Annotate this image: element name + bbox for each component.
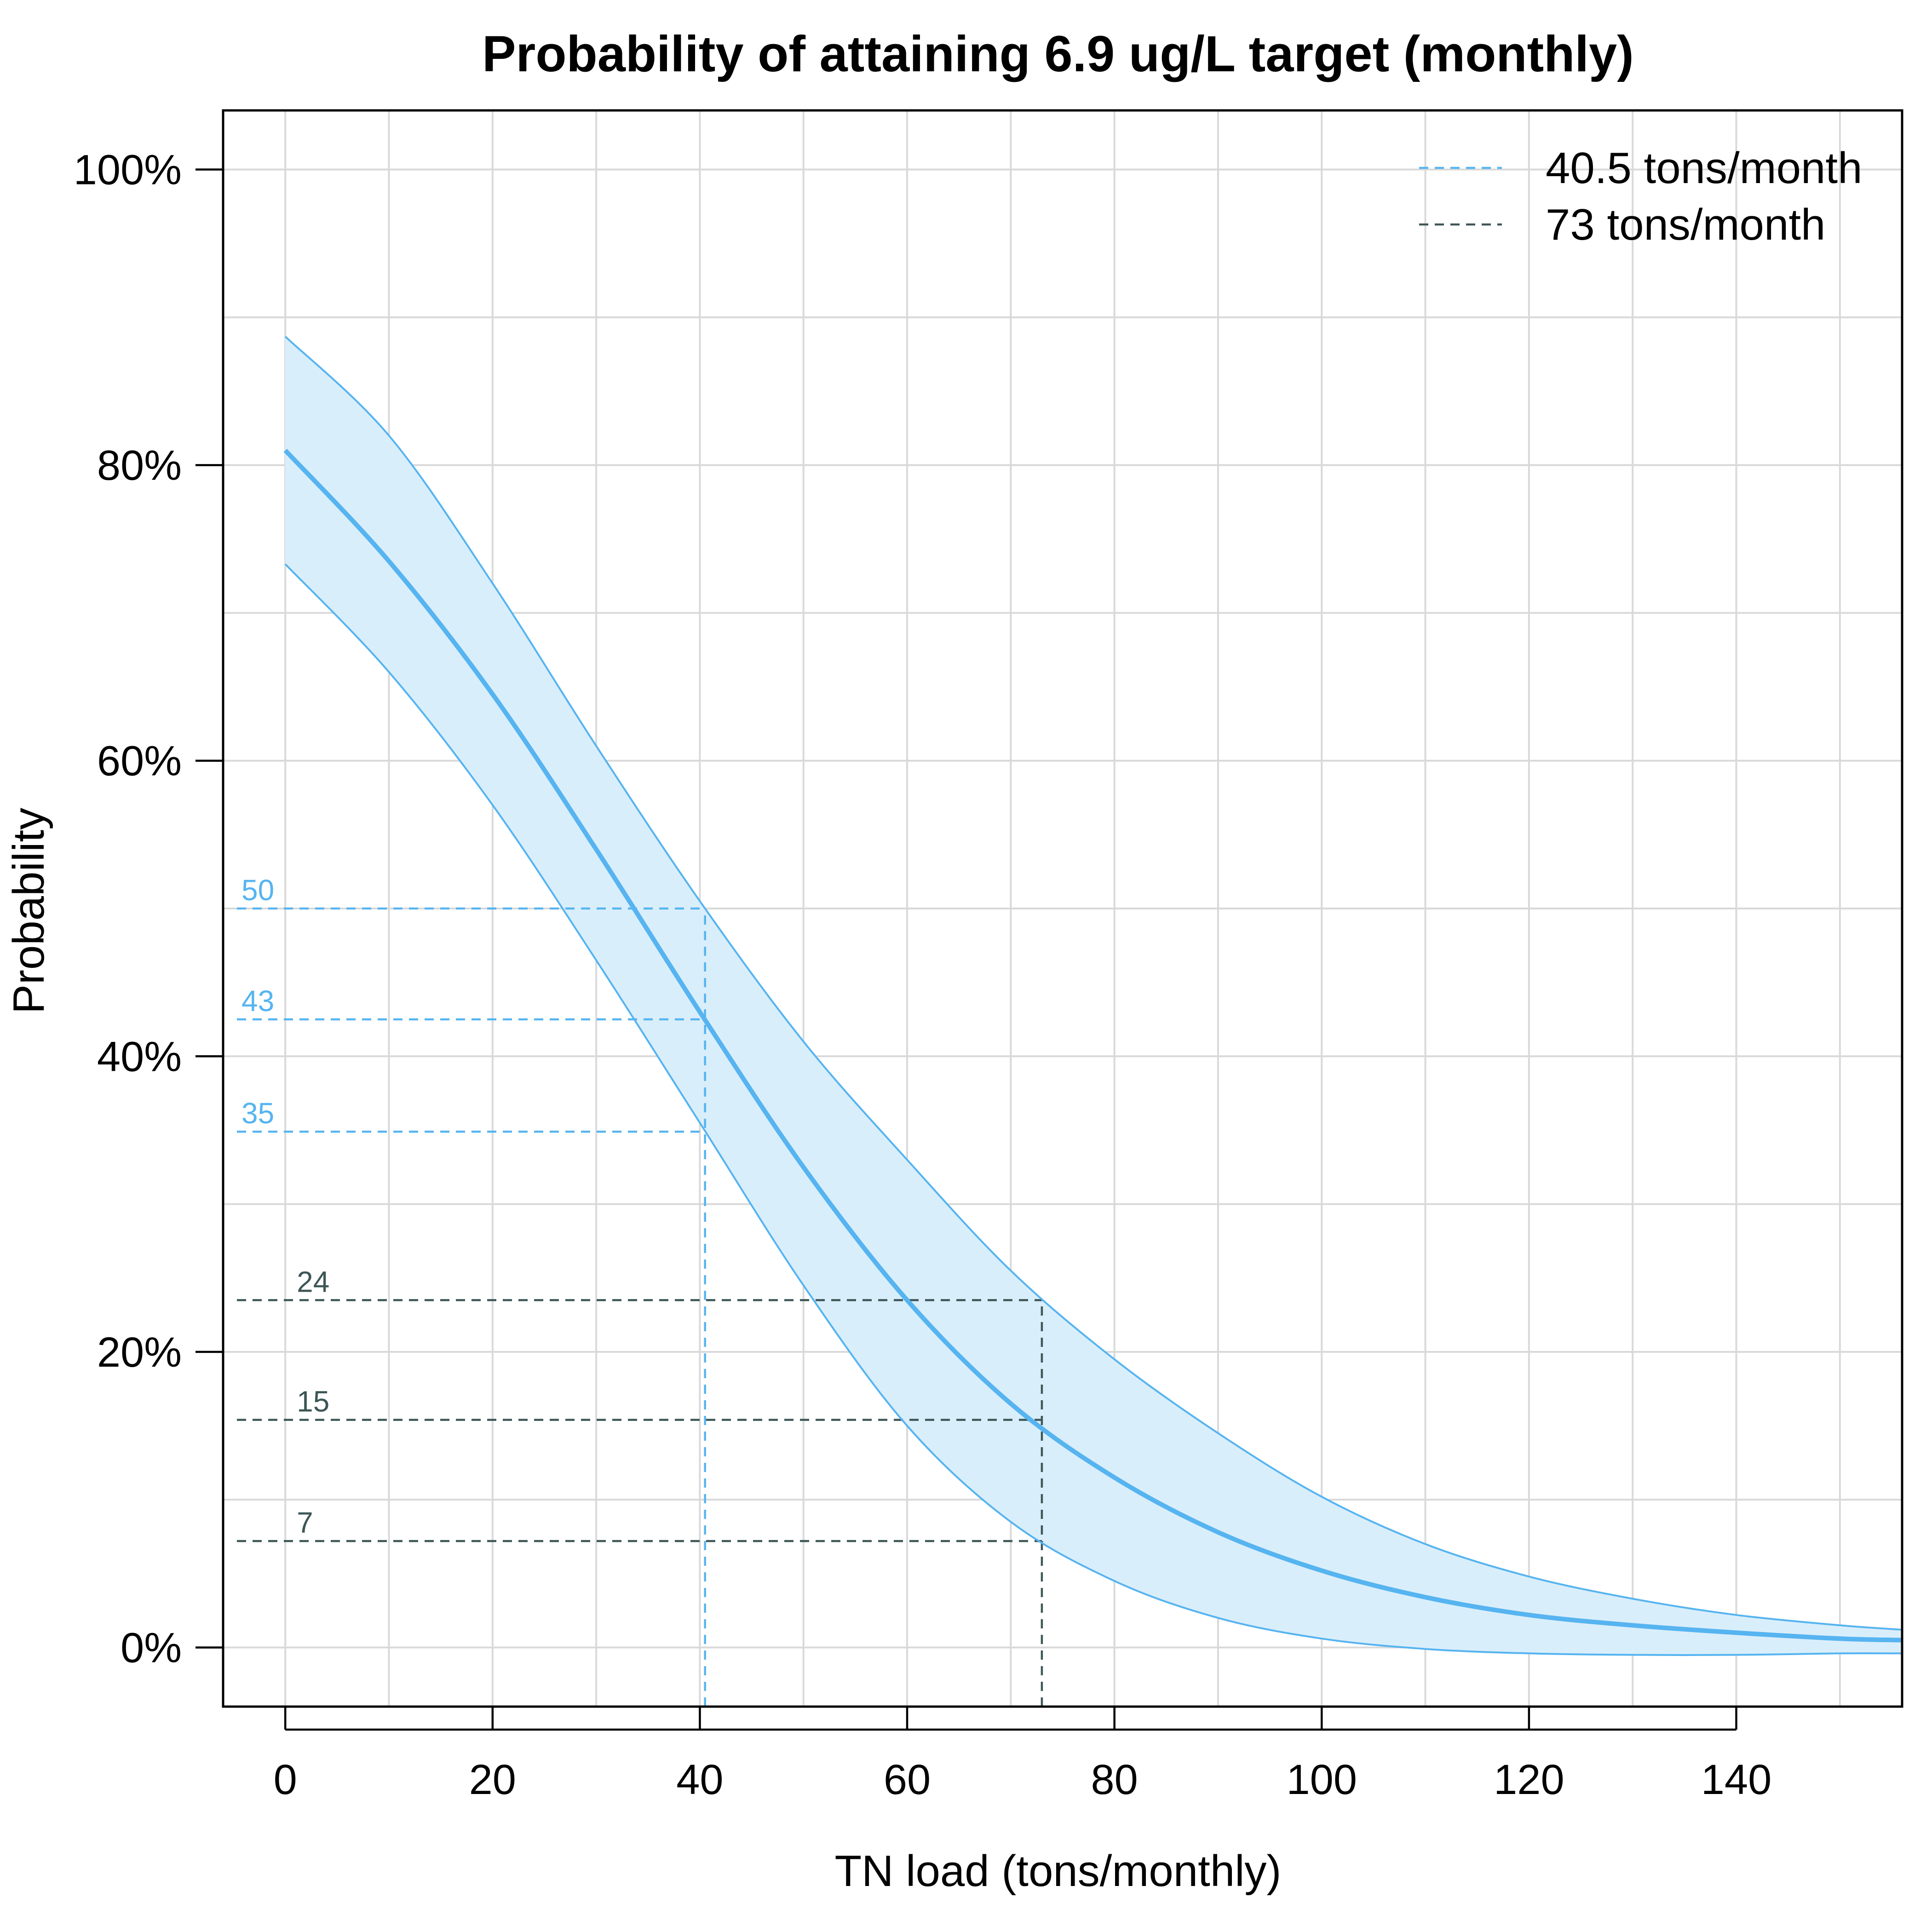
confidence-band [285, 336, 1903, 1655]
y-tick-label: 0% [121, 1624, 182, 1671]
reference-value-label: 15 [297, 1385, 329, 1418]
y-tick-label: 80% [97, 442, 182, 489]
y-axis-label: Probability [4, 808, 53, 1014]
chart-title: Probability of attaining 6.9 ug/L target… [482, 26, 1634, 82]
plot-frame [222, 109, 1903, 1708]
y-tick-label: 20% [97, 1329, 182, 1376]
x-tick-label: 120 [1494, 1756, 1564, 1803]
lower-bound-line [284, 564, 1903, 1656]
reference-value-label: 43 [242, 984, 274, 1018]
reference-value-label: 35 [242, 1097, 274, 1130]
reference-lines-layer: 50 43 35 24 15 7 [237, 874, 1043, 1707]
reference-value-label: 50 [242, 874, 274, 907]
x-tick-label: 60 [884, 1756, 931, 1803]
y-tick-label: 100% [74, 147, 182, 194]
legend-label: 40.5 tons/month [1546, 144, 1862, 193]
x-tick-label: 80 [1091, 1756, 1138, 1803]
y-tick-label: 60% [97, 738, 182, 785]
y-tick-label: 40% [97, 1033, 182, 1080]
upper-bound-line [284, 336, 1903, 1631]
x-tick-label: 140 [1701, 1756, 1772, 1803]
x-axis-label: TN load (tons/monthly) [834, 1846, 1281, 1896]
reference-value-label: 24 [297, 1265, 329, 1298]
confidence-band-layer [285, 336, 1903, 1655]
x-tick-label: 0 [274, 1756, 297, 1803]
grid-layer [223, 110, 1902, 1707]
series-lines-layer [283, 336, 1903, 1656]
x-tick-label: 20 [469, 1756, 516, 1803]
axis-layer: 0 20 40 60 80 100 120 140 0% 20% 40% 60% 80% 100% [74, 147, 1772, 1803]
reference-value-label: 7 [297, 1506, 313, 1539]
legend-label: 73 tons/month [1546, 200, 1825, 249]
x-tick-label: 100 [1287, 1756, 1357, 1803]
x-tick-label: 40 [676, 1756, 723, 1803]
legend: 40.5 tons/month 73 tons/month [1419, 144, 1862, 249]
estimate-line [283, 448, 1903, 1643]
